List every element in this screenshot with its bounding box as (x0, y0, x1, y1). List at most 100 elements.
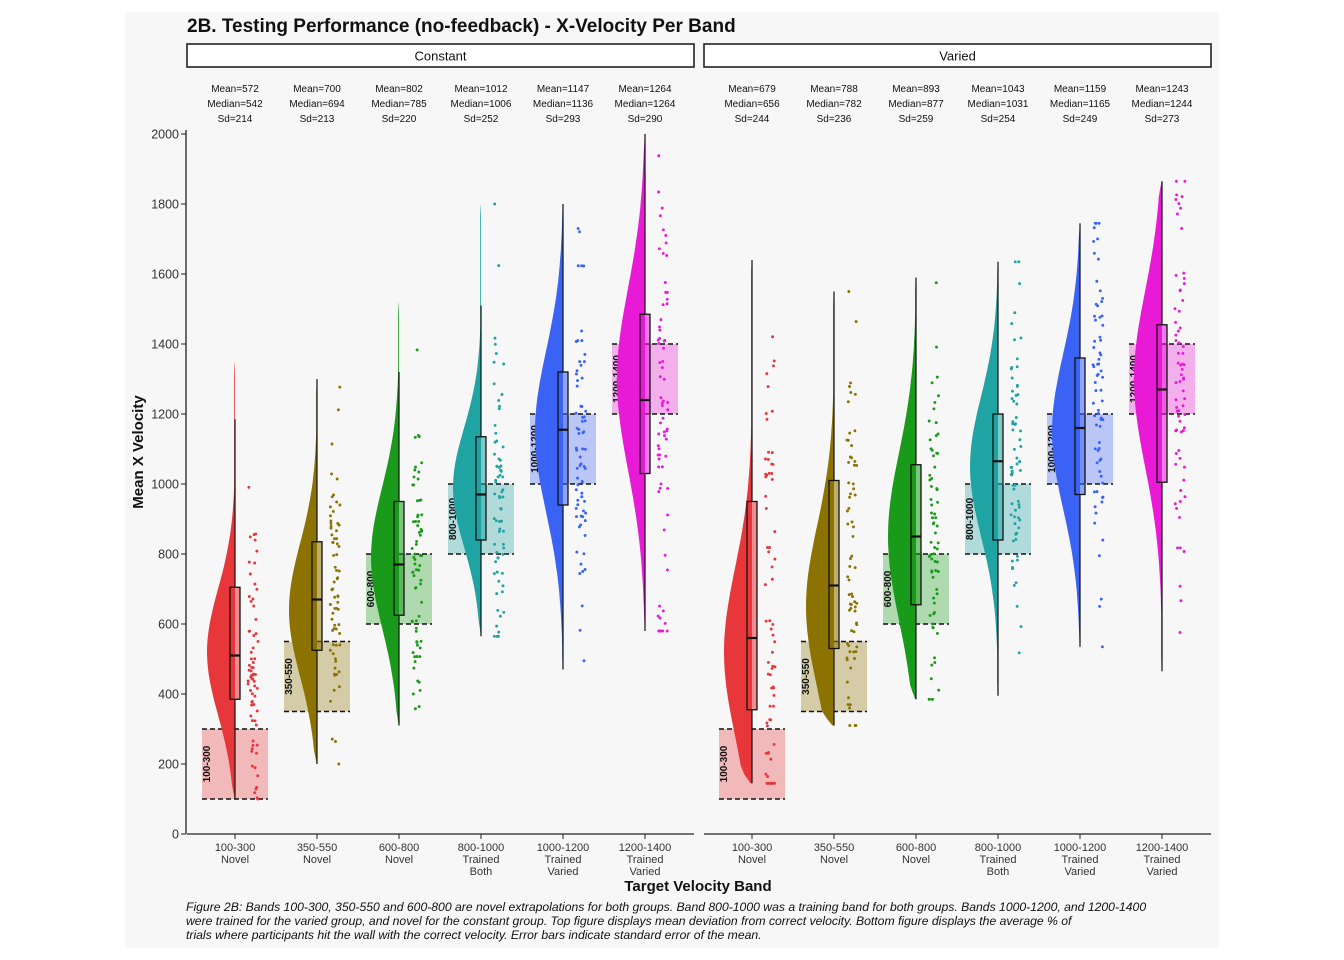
data-point (927, 555, 931, 558)
data-point (1019, 336, 1023, 340)
data-point (932, 612, 936, 616)
data-point (330, 442, 334, 446)
data-point (1093, 505, 1097, 509)
stat-sd: Sd=236 (817, 114, 852, 125)
data-point (1093, 447, 1097, 451)
data-point (936, 570, 940, 573)
data-point (933, 546, 937, 549)
data-point (1018, 518, 1022, 522)
data-point (930, 570, 934, 574)
violin (806, 291, 834, 726)
x-axis-label: Target Velocity Band (624, 878, 771, 895)
data-point (255, 709, 259, 713)
data-point (1182, 276, 1186, 280)
data-point (661, 228, 665, 232)
data-point (931, 516, 934, 520)
data-point (846, 522, 850, 526)
stat-median: Median=785 (371, 99, 427, 110)
data-point (254, 723, 258, 727)
stat-sd: Sd=249 (1063, 114, 1098, 125)
data-point (1099, 388, 1103, 392)
raw-points (1173, 179, 1187, 634)
data-point (666, 408, 670, 412)
raw-points (656, 154, 670, 633)
data-point (766, 660, 770, 664)
data-point (419, 578, 423, 582)
data-point (336, 600, 340, 604)
data-point (658, 328, 662, 332)
data-point (660, 206, 664, 210)
data-point (499, 468, 503, 472)
facet-strip-label: Constant (414, 49, 466, 64)
data-point (497, 530, 501, 533)
data-point (1101, 323, 1105, 327)
data-point (1015, 357, 1019, 361)
caption-line-3: trials where participants hit the wall w… (186, 928, 762, 942)
violin (371, 302, 399, 726)
data-point (1094, 221, 1098, 225)
data-point (417, 705, 421, 709)
data-point (849, 381, 853, 385)
data-point (252, 703, 256, 706)
x-tick-label: 1200-1400 (619, 842, 672, 854)
band-group: 1000-1200 Mean=1159 Median=1165 Sd=249 1000-… (1047, 84, 1113, 878)
data-point (657, 465, 661, 469)
data-point (250, 703, 254, 707)
data-point (1178, 584, 1182, 588)
data-point (768, 704, 772, 708)
data-point (658, 214, 662, 218)
data-point (410, 546, 414, 550)
data-point (250, 700, 254, 703)
data-point (848, 724, 852, 727)
caption-line-2: were trained for the varied group, and n… (186, 914, 1073, 928)
data-point (414, 586, 417, 590)
facet-strip (703, 43, 1212, 68)
data-point (658, 616, 662, 620)
box-iqr (910, 464, 922, 606)
data-point (1183, 413, 1187, 416)
data-point (935, 345, 938, 349)
data-point (1017, 526, 1021, 530)
data-point (770, 451, 774, 455)
data-point (657, 490, 661, 494)
data-point (1183, 397, 1187, 401)
data-point (575, 426, 579, 430)
data-point (335, 477, 339, 481)
data-point (413, 562, 417, 566)
data-point (583, 447, 587, 451)
data-point (253, 561, 257, 565)
box-iqr (746, 500, 758, 711)
stat-mean: Mean=1264 (618, 84, 672, 95)
data-point (770, 472, 774, 475)
data-point (932, 552, 936, 556)
data-point (499, 464, 503, 468)
data-point (933, 560, 937, 563)
data-point (583, 568, 587, 571)
data-point (1180, 227, 1184, 230)
data-point (413, 660, 417, 664)
data-point (413, 435, 417, 439)
data-point (331, 652, 335, 656)
data-point (1094, 389, 1098, 393)
data-point (1096, 362, 1100, 366)
data-point (1093, 381, 1097, 384)
stat-mean: Mean=893 (892, 84, 940, 95)
data-point (853, 429, 857, 433)
data-point (1096, 257, 1100, 261)
data-point (665, 297, 669, 301)
data-point (416, 513, 420, 517)
data-point (930, 663, 934, 667)
data-point (852, 487, 856, 491)
data-point (336, 522, 340, 525)
data-point (413, 655, 417, 659)
data-point (771, 633, 775, 637)
target-band-label: 800-1000 (965, 497, 976, 540)
data-point (772, 693, 776, 697)
data-point (333, 595, 337, 599)
data-point (255, 796, 259, 800)
data-point (337, 569, 341, 573)
data-point (773, 530, 777, 534)
stat-mean: Mean=1159 (1054, 84, 1107, 95)
data-point (1180, 195, 1184, 199)
data-point (252, 634, 256, 637)
